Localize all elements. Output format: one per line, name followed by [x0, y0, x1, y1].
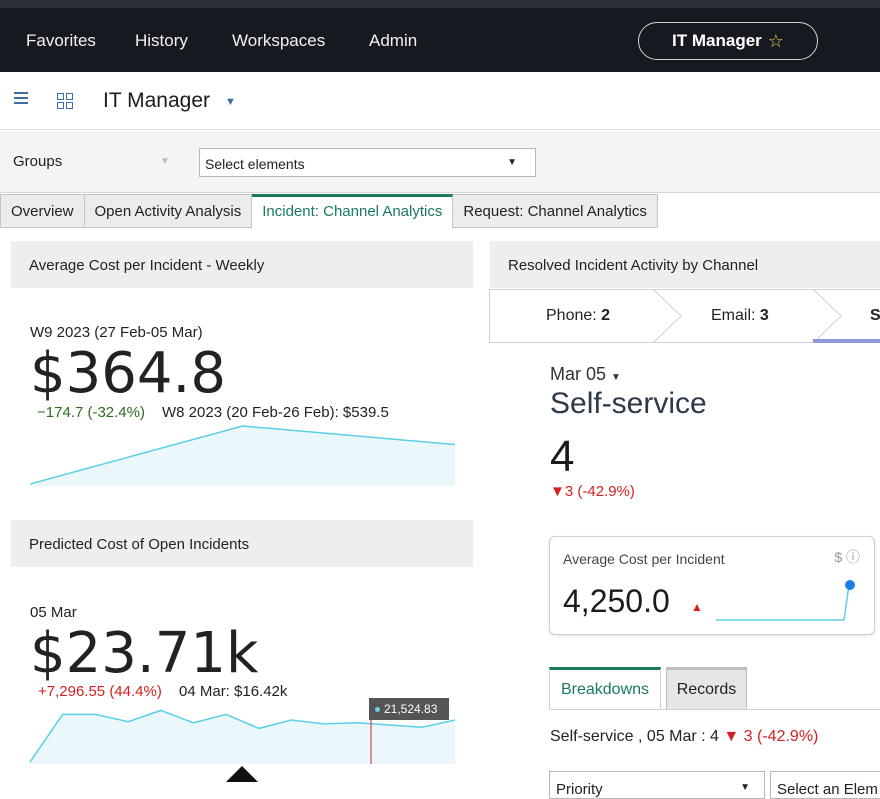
channel-tab-phone[interactable]: Phone: 2	[546, 307, 611, 324]
chart-tooltip: 21,524.83	[369, 698, 449, 720]
kpi-value: 4,250.0	[563, 583, 670, 619]
kpi-sparkline	[716, 580, 855, 621]
tab-request-channel-analytics[interactable]: Request: Channel Analytics	[453, 194, 658, 228]
selected-channel-value: 4	[550, 432, 575, 481]
dashboard-tabs: Overview Open Activity Analysis Incident…	[0, 194, 658, 228]
predicted-cost-period: 05 Mar	[30, 604, 77, 621]
sparkline-area	[30, 426, 455, 486]
avg-cost-value: $364.8	[30, 341, 226, 406]
nav-history[interactable]: History	[135, 31, 188, 50]
grid-icon[interactable]	[57, 93, 73, 109]
avg-cost-compare: W8 2023 (20 Feb-26 Feb): $539.5	[162, 404, 389, 421]
menu-icon[interactable]	[14, 92, 28, 104]
tooltip-value: 21,524.83	[384, 702, 438, 716]
groups-label: Groups	[13, 153, 63, 170]
breakdown-summary: Self-service , 05 Mar : 4 ▼ 3 (-42.9%)	[550, 728, 819, 745]
kpi-title: Average Cost per Incident	[563, 551, 725, 567]
info-icon[interactable]: $ ⓘ	[834, 549, 860, 565]
channel-tab-email[interactable]: Email: 3	[711, 307, 769, 324]
date-selector[interactable]: Mar 05 ▼	[550, 364, 621, 384]
star-icon[interactable]: ☆	[767, 30, 784, 51]
tab-records[interactable]: Records	[666, 667, 747, 710]
tab-divider	[549, 709, 880, 710]
sparkline-line	[30, 709, 455, 763]
avg-cost-sparkline	[30, 425, 455, 486]
tab-breakdowns[interactable]: Breakdowns	[549, 667, 661, 710]
predicted-cost-value: $23.71k	[30, 621, 259, 686]
filter-bar: Groups ▼ Select elements ▼	[0, 131, 880, 193]
caret-down-icon: ▼	[611, 372, 621, 383]
avg-cost-panel-title: Average Cost per Incident - Weekly	[11, 241, 473, 288]
avg-cost-period: W9 2023 (27 Feb-05 Mar)	[30, 324, 203, 341]
chevron-separator	[813, 289, 842, 343]
top-nav-bar: Favorites History Workspaces Admin IT Ma…	[0, 0, 880, 72]
selected-channel-delta: ▼3 (-42.9%)	[550, 483, 635, 500]
scroll-up-icon[interactable]	[226, 766, 258, 782]
sparkline-line	[30, 425, 455, 485]
workspace-button-label: IT Manager	[672, 31, 762, 50]
predicted-cost-sparkline	[30, 709, 455, 764]
active-channel-indicator	[813, 339, 880, 343]
predicted-cost-compare: 04 Mar: $16.42k	[179, 683, 288, 700]
predicted-cost-delta: +7,296.55 (44.4%)	[38, 683, 162, 700]
sparkline-area	[30, 710, 455, 764]
selected-channel-name: Self-service	[550, 387, 707, 420]
trend-up-icon: ▲	[691, 600, 703, 614]
nav-admin[interactable]: Admin	[369, 31, 418, 50]
elements-select[interactable]: Select elements ▼	[199, 148, 536, 177]
groups-caret-icon[interactable]: ▼	[160, 156, 170, 167]
nav-favorites[interactable]: Favorites	[26, 31, 96, 50]
nav-workspaces[interactable]: Workspaces	[232, 31, 326, 50]
caret-down-icon[interactable]: ▼	[225, 96, 236, 108]
tab-incident-channel-analytics[interactable]: Incident: Channel Analytics	[252, 194, 454, 228]
elements-select-value: Select elements	[205, 156, 305, 172]
page-title: IT Manager	[103, 89, 210, 112]
avg-cost-delta: −174.7 (-32.4%)	[37, 404, 145, 421]
tab-overview[interactable]: Overview	[0, 194, 85, 228]
caret-down-icon: ▼	[740, 782, 750, 793]
priority-select[interactable]: Priority ▼	[549, 771, 765, 799]
caret-down-icon: ▼	[507, 157, 517, 168]
tab-open-activity-analysis[interactable]: Open Activity Analysis	[84, 194, 253, 228]
workspace-button[interactable]: IT Manager ☆	[638, 22, 818, 60]
channel-tab-self-service[interactable]: Se	[870, 307, 880, 324]
chevron-separator	[653, 289, 682, 343]
channel-panel-title: Resolved Incident Activity by Channel	[490, 241, 880, 288]
predicted-cost-panel-title: Predicted Cost of Open Incidents	[11, 520, 473, 567]
element-select[interactable]: Select an Elem	[770, 771, 880, 799]
kpi-card-avg-cost[interactable]: Average Cost per Incident $ ⓘ 4,250.0 ▲	[549, 536, 875, 635]
page-header: IT Manager ▼	[0, 72, 880, 130]
channel-tabs: Phone: 2 Email: 3 Se	[489, 289, 880, 343]
